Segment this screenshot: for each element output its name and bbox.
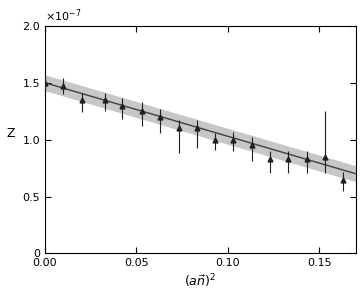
X-axis label: $(a\vec{n})^2$: $(a\vec{n})^2$ <box>184 273 216 290</box>
Y-axis label: Z: Z <box>7 127 16 140</box>
Text: $\times10^{-7}$: $\times10^{-7}$ <box>45 7 81 23</box>
